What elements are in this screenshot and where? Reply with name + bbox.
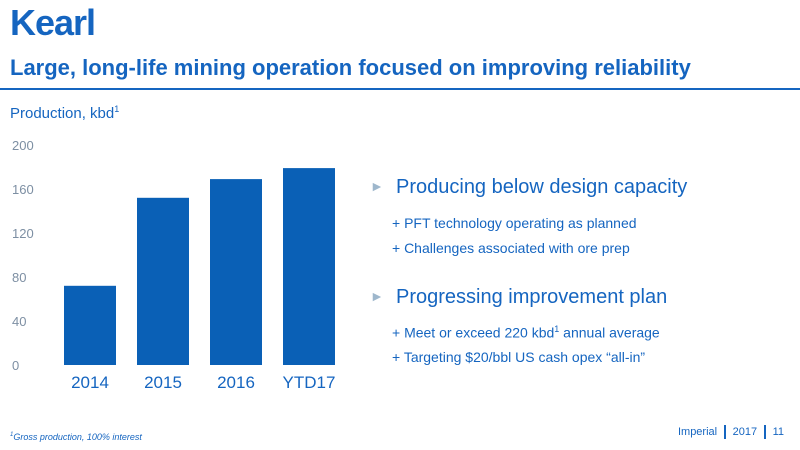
chart-axis-label: Production, kbd1: [10, 104, 119, 122]
bullet-subitem: + Meet or exceed 220 kbd1 annual average: [392, 324, 660, 341]
y-tick-label: 120: [12, 226, 34, 241]
bullet-subitem-text: + Challenges associated with ore prep: [392, 240, 630, 256]
footer-company: Imperial: [677, 425, 718, 438]
y-tick-label: 0: [12, 358, 19, 373]
x-tick-label: 2014: [71, 373, 109, 392]
bullet-heading: Progressing improvement plan: [396, 286, 668, 308]
bullet-footnote-mark: 1: [554, 324, 560, 334]
bullet-subitem: + Challenges associated with ore prep: [392, 240, 630, 256]
x-tick-label: YTD17: [283, 373, 336, 392]
bullet-subitem: + Targeting $20/bbl US cash opex “all-in…: [392, 349, 645, 365]
x-tick-label: 2015: [144, 373, 182, 392]
y-tick-label: 200: [12, 138, 34, 153]
y-tick-label: 40: [12, 314, 26, 329]
slide-footer: Imperial 2017 11: [678, 425, 784, 439]
bar-2015: [137, 197, 189, 365]
bar-2014: [64, 285, 116, 365]
bullet-subitem-text-cont: annual average: [559, 324, 660, 341]
bullet-subitem: + PFT technology operating as planned: [392, 215, 637, 231]
y-tick-label: 80: [12, 270, 26, 285]
bullet-arrow-icon: ►: [370, 178, 384, 194]
slide-title: Kearl: [10, 2, 96, 43]
footnote-text: Gross production, 100% interest: [13, 432, 142, 442]
bullet-heading: Producing below design capacity: [396, 176, 688, 198]
footer-page-number: 11: [772, 425, 784, 438]
footer-separator: [764, 425, 766, 439]
title-divider: [0, 88, 800, 90]
footnote-mark: 1: [10, 432, 14, 438]
bullet-subitem-text: + PFT technology operating as planned: [392, 215, 637, 231]
slide-subtitle: Large, long-life mining operation focuse…: [10, 55, 691, 80]
x-tick-label: 2016: [217, 373, 255, 392]
bar-ytd17: [283, 168, 335, 365]
production-bar-chart: 200 160 120 80 40 0 2014 2015 2016 YTD17: [12, 138, 336, 392]
bullet-subitem-text: + Meet or exceed 220 kbd: [392, 324, 555, 341]
chart-axis-label-text: Production, kbd: [10, 105, 115, 122]
bullet-arrow-icon: ►: [370, 288, 384, 304]
bullet-subitem-text: + Targeting $20/bbl US cash opex “all-in…: [392, 349, 646, 365]
footer-year: 2017: [732, 425, 758, 438]
footer-separator: [724, 425, 726, 439]
footnote: 1Gross production, 100% interest: [10, 432, 142, 442]
chart-axis-label-footnote-mark: 1: [114, 104, 120, 114]
y-tick-label: 160: [12, 182, 34, 197]
bar-2016: [210, 179, 262, 365]
